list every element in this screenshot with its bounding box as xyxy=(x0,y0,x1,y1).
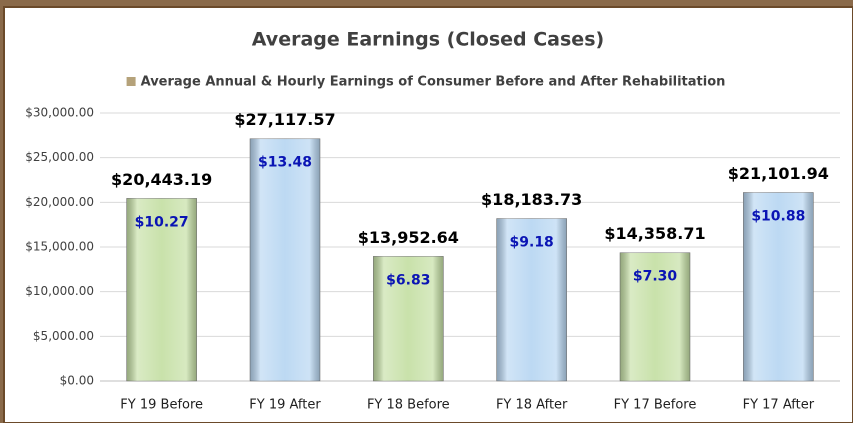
y-tick-label: $0.00 xyxy=(60,374,94,388)
legend-label: Average Annual & Hourly Earnings of Cons… xyxy=(141,75,726,90)
y-tick-label: $30,000.00 xyxy=(25,106,94,120)
value-label: $13,952.64 xyxy=(358,228,459,247)
x-tick-label: FY 19 After xyxy=(249,398,321,413)
bar-shine xyxy=(743,192,814,381)
hourly-label: $10.27 xyxy=(135,214,189,230)
x-tick-label: FY 18 Before xyxy=(367,398,450,413)
value-label: $21,101.94 xyxy=(728,164,829,183)
bar-shine xyxy=(373,256,444,381)
value-label: $27,117.57 xyxy=(234,110,335,129)
hourly-label: $7.30 xyxy=(633,269,678,285)
value-label: $14,358.71 xyxy=(604,224,705,243)
x-tick-label: FY 17 After xyxy=(743,398,815,413)
value-label: $18,183.73 xyxy=(481,190,582,209)
legend-swatch xyxy=(126,77,136,86)
y-tick-label: $10,000.00 xyxy=(25,284,94,298)
x-tick-label: FY 17 Before xyxy=(614,398,697,413)
y-tick-label: $5,000.00 xyxy=(33,329,94,343)
y-tick-label: $15,000.00 xyxy=(25,240,94,254)
y-tick-label: $25,000.00 xyxy=(25,150,94,164)
value-label: $20,443.19 xyxy=(111,170,212,189)
bar-shine xyxy=(620,252,690,381)
x-tick-label: FY 19 Before xyxy=(120,398,203,413)
hourly-label: $9.18 xyxy=(510,235,554,251)
y-tick-label: $20,000.00 xyxy=(25,195,94,209)
hourly-label: $13.48 xyxy=(258,155,312,171)
chart-title: Average Earnings (Closed Cases) xyxy=(252,29,604,51)
bar-shine xyxy=(250,138,320,381)
bar-shine xyxy=(126,198,197,381)
bar-shine xyxy=(496,218,567,381)
hourly-label: $6.83 xyxy=(386,272,430,288)
hourly-label: $10.88 xyxy=(751,208,805,224)
x-tick-label: FY 18 After xyxy=(496,398,568,413)
